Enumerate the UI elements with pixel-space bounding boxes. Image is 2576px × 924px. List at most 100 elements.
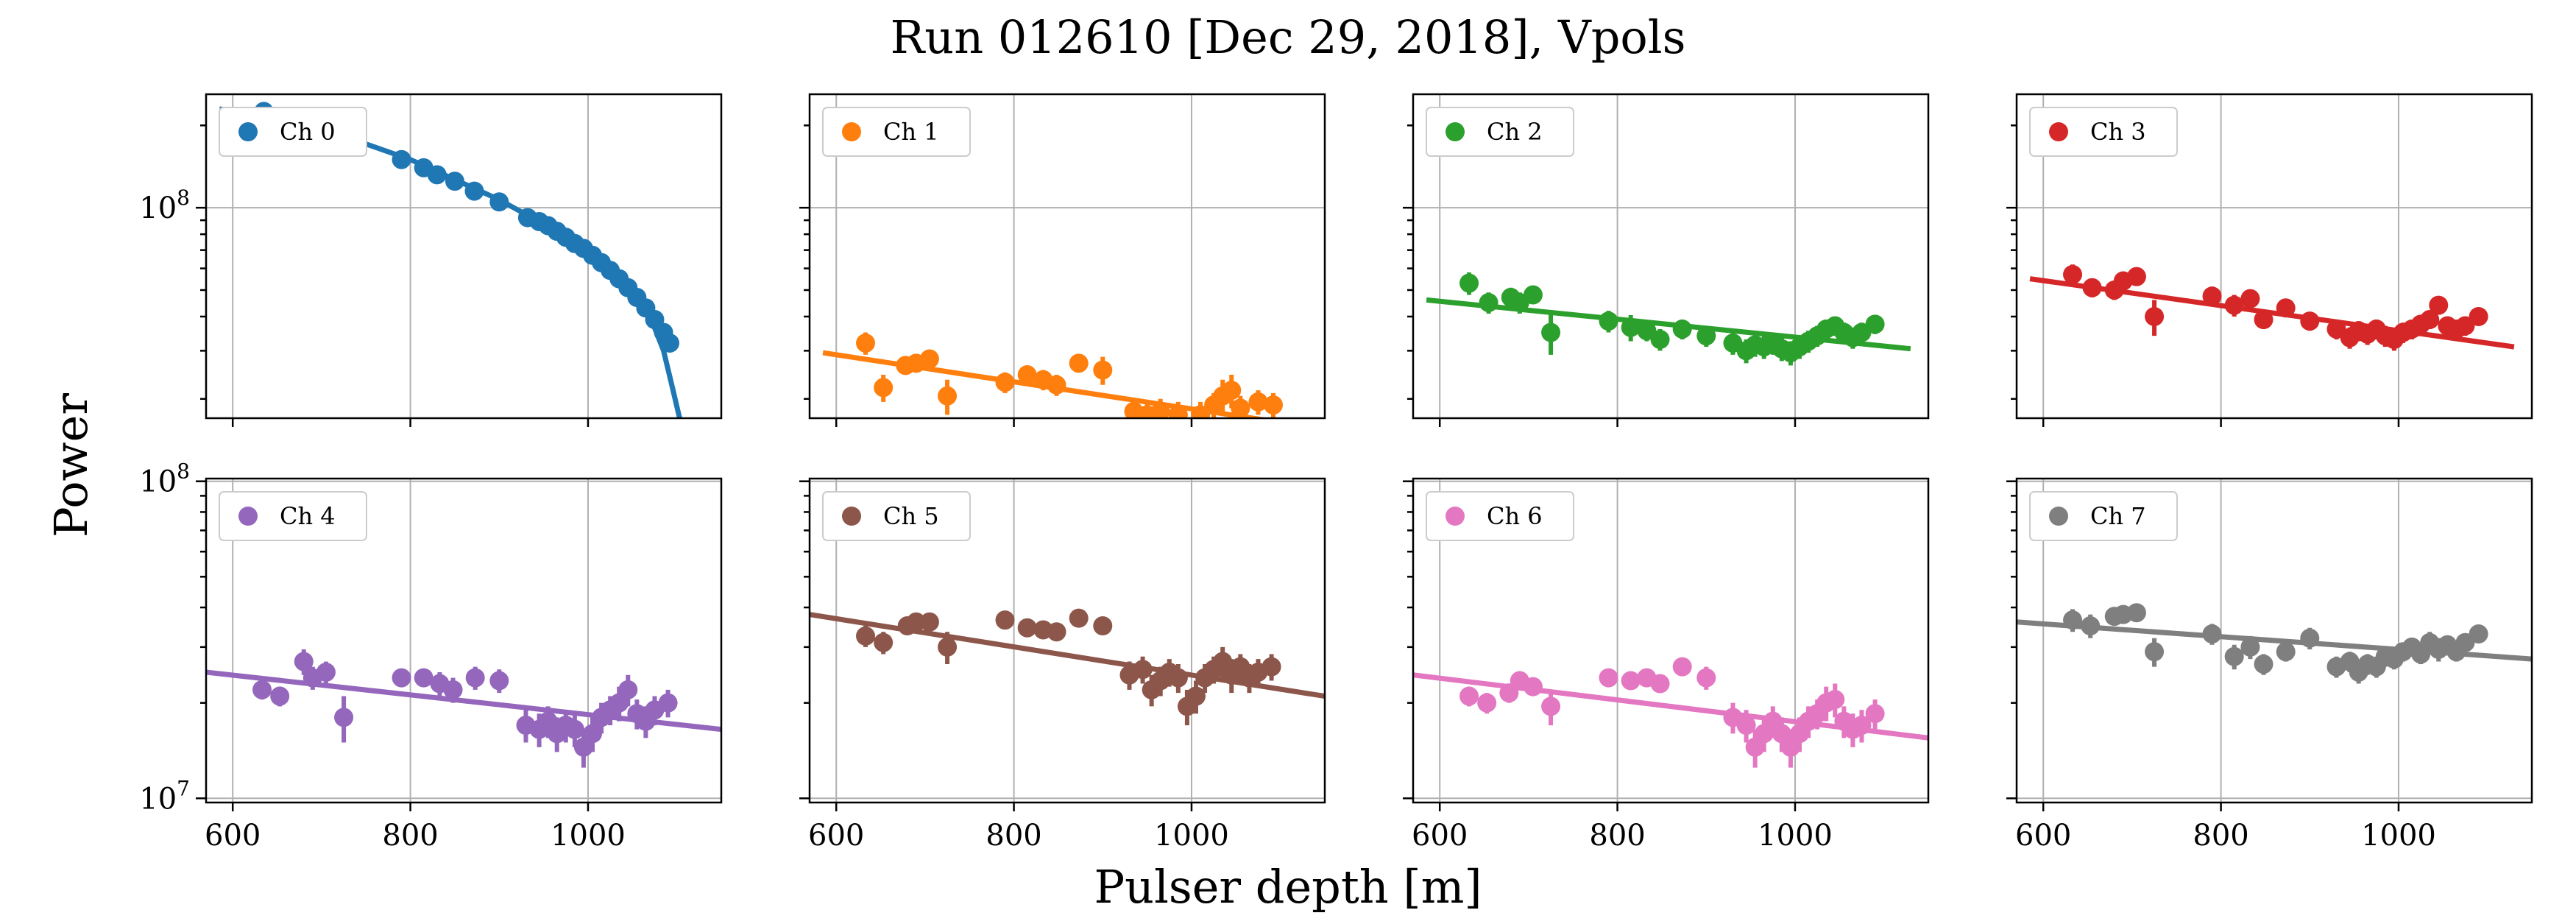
data-point bbox=[2276, 642, 2296, 662]
data-point bbox=[906, 612, 926, 632]
axes-frame bbox=[808, 93, 1326, 420]
data-point bbox=[1599, 668, 1618, 688]
x-tick-label: 800 bbox=[986, 819, 1041, 853]
fit-line bbox=[1426, 297, 1911, 352]
data-point bbox=[2469, 624, 2488, 644]
legend-label: Ch 7 bbox=[2090, 502, 2146, 530]
panel-0: 108 Ch 0 bbox=[139, 93, 723, 427]
data-point bbox=[618, 680, 638, 699]
legend-box bbox=[2029, 491, 2178, 541]
axes-frame bbox=[1412, 477, 1930, 804]
data-point bbox=[1459, 273, 1479, 293]
data-point bbox=[1852, 716, 1872, 736]
data-point bbox=[2082, 278, 2102, 297]
data-point bbox=[874, 378, 894, 398]
x-tick-label: 600 bbox=[205, 819, 261, 853]
data-point bbox=[270, 686, 290, 706]
data-point bbox=[1017, 365, 1037, 385]
legend-box bbox=[1426, 107, 1574, 157]
chart-title: Run 012610 [Dec 29, 2018], Vpols bbox=[891, 10, 1686, 64]
panel-3: Ch 3 bbox=[2006, 93, 2533, 427]
data-point bbox=[938, 637, 958, 657]
data-point bbox=[1248, 392, 1268, 412]
data-point bbox=[1069, 353, 1089, 373]
data-point bbox=[445, 172, 464, 191]
legend-label: Ch 3 bbox=[2090, 118, 2146, 146]
data-point bbox=[2202, 624, 2222, 644]
legend-label: Ch 6 bbox=[1487, 502, 1543, 530]
data-point bbox=[2126, 603, 2146, 623]
data-point bbox=[583, 724, 602, 744]
data-point bbox=[919, 349, 939, 369]
data-point bbox=[1523, 677, 1543, 696]
axes-frame bbox=[2015, 477, 2533, 804]
data-point bbox=[1523, 285, 1543, 305]
data-point bbox=[1696, 668, 1716, 688]
data-point bbox=[2240, 637, 2260, 657]
data-point bbox=[464, 181, 484, 201]
data-point bbox=[427, 165, 447, 185]
data-point bbox=[1541, 696, 1561, 716]
data-point bbox=[414, 668, 434, 688]
data-point bbox=[2300, 628, 2320, 648]
legend-marker bbox=[238, 122, 258, 141]
data-point bbox=[856, 333, 876, 353]
legend-marker bbox=[1446, 122, 1465, 141]
data-point bbox=[1650, 329, 1670, 349]
data-point bbox=[1621, 317, 1641, 337]
panel-1: Ch 1 bbox=[799, 93, 1326, 427]
plot-area bbox=[822, 332, 1283, 418]
legend-marker bbox=[1446, 507, 1465, 526]
x-tick-label: 800 bbox=[1589, 819, 1645, 853]
data-point bbox=[489, 671, 509, 691]
data-point bbox=[1150, 401, 1170, 418]
data-point bbox=[2126, 267, 2146, 286]
data-point bbox=[1069, 608, 1089, 628]
x-tick-label: 600 bbox=[2015, 819, 2071, 853]
data-point bbox=[2202, 286, 2222, 306]
legend: Ch 7 bbox=[2029, 491, 2178, 541]
legend-box bbox=[219, 491, 367, 541]
x-tick-label: 1000 bbox=[2361, 819, 2436, 853]
x-tick-label: 800 bbox=[382, 819, 438, 853]
fit-line bbox=[810, 612, 1325, 699]
data-point bbox=[294, 652, 314, 671]
x-tick-label: 600 bbox=[1412, 819, 1468, 853]
data-point bbox=[1672, 657, 1692, 677]
data-point bbox=[2276, 298, 2296, 318]
data-point bbox=[2063, 610, 2083, 630]
legend: Ch 0 bbox=[219, 107, 367, 157]
axes-frame bbox=[1412, 93, 1930, 420]
data-point bbox=[995, 373, 1015, 392]
legend-marker bbox=[2049, 507, 2068, 526]
data-point bbox=[1093, 360, 1113, 380]
legend: Ch 2 bbox=[1426, 107, 1574, 157]
x-tick-label: 800 bbox=[2193, 819, 2248, 853]
data-point bbox=[1599, 311, 1618, 331]
legend-label: Ch 1 bbox=[883, 118, 939, 146]
legend: Ch 3 bbox=[2029, 107, 2178, 157]
data-point bbox=[1264, 395, 1283, 415]
data-point bbox=[1093, 616, 1113, 636]
legend: Ch 6 bbox=[1426, 491, 1574, 541]
data-point bbox=[938, 386, 958, 406]
data-point bbox=[1736, 716, 1756, 736]
data-point bbox=[1865, 704, 1885, 724]
legend-label: Ch 2 bbox=[1487, 118, 1543, 146]
panel-5: 600 800 1000 Ch 5 bbox=[799, 477, 1326, 853]
data-point bbox=[2240, 289, 2260, 308]
plot-area bbox=[2029, 264, 2515, 351]
legend-label: Ch 0 bbox=[280, 118, 336, 146]
data-point bbox=[2455, 316, 2475, 336]
data-point bbox=[2254, 655, 2274, 674]
legend-box bbox=[822, 491, 971, 541]
legend-label: Ch 4 bbox=[280, 502, 336, 530]
data-point bbox=[2224, 646, 2244, 666]
x-axis-label: Pulser depth [m] bbox=[1094, 860, 1482, 914]
data-point bbox=[443, 680, 463, 699]
x-tick-label: 1000 bbox=[1758, 819, 1833, 853]
legend: Ch 5 bbox=[822, 491, 971, 541]
